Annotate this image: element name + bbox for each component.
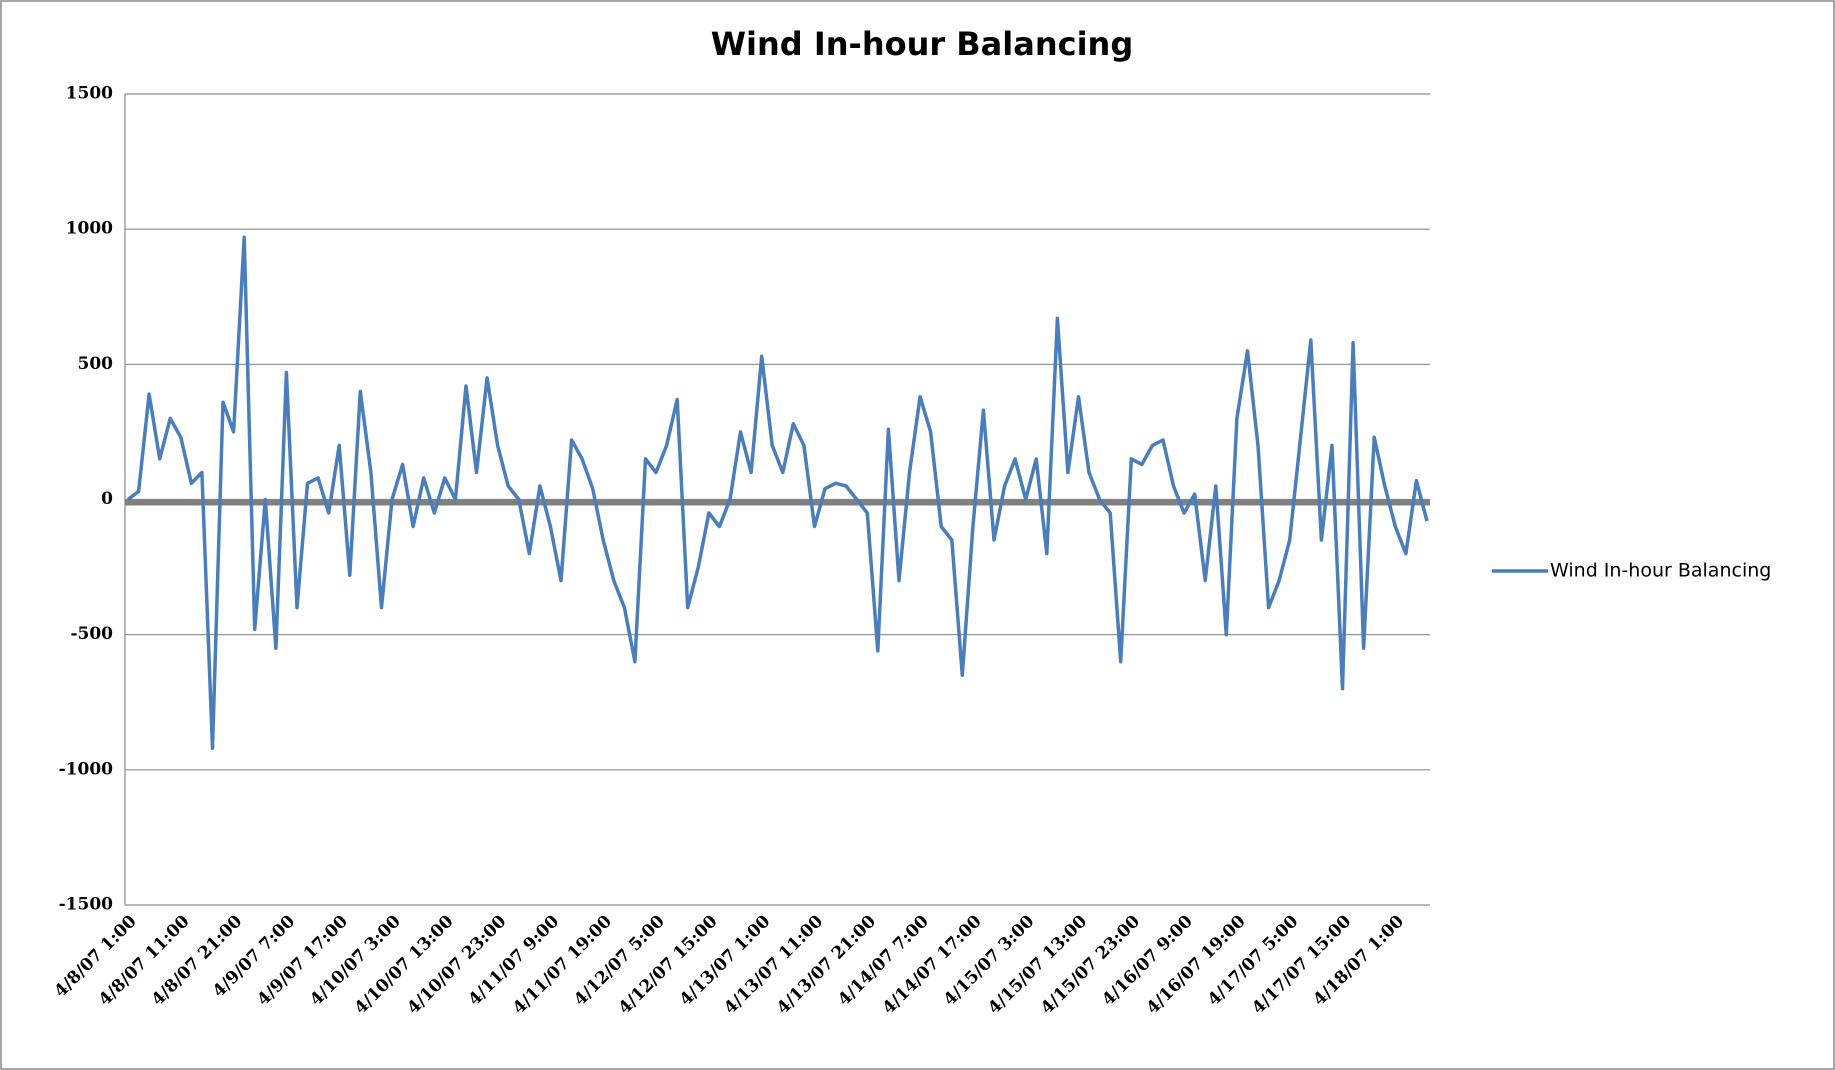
y-tick-label: -1000: [59, 759, 114, 779]
y-tick-label: 500: [78, 354, 114, 374]
chart-title: Wind In-hour Balancing: [711, 25, 1133, 63]
y-tick-label: 1500: [66, 84, 113, 104]
legend-label: Wind In-hour Balancing: [1550, 560, 1771, 582]
y-tick-label: -500: [70, 624, 113, 644]
y-tick-label: -1500: [59, 895, 114, 915]
y-tick-label: 1000: [66, 219, 113, 239]
y-tick-label: 0: [101, 489, 113, 509]
data-line: [126, 235, 1429, 750]
